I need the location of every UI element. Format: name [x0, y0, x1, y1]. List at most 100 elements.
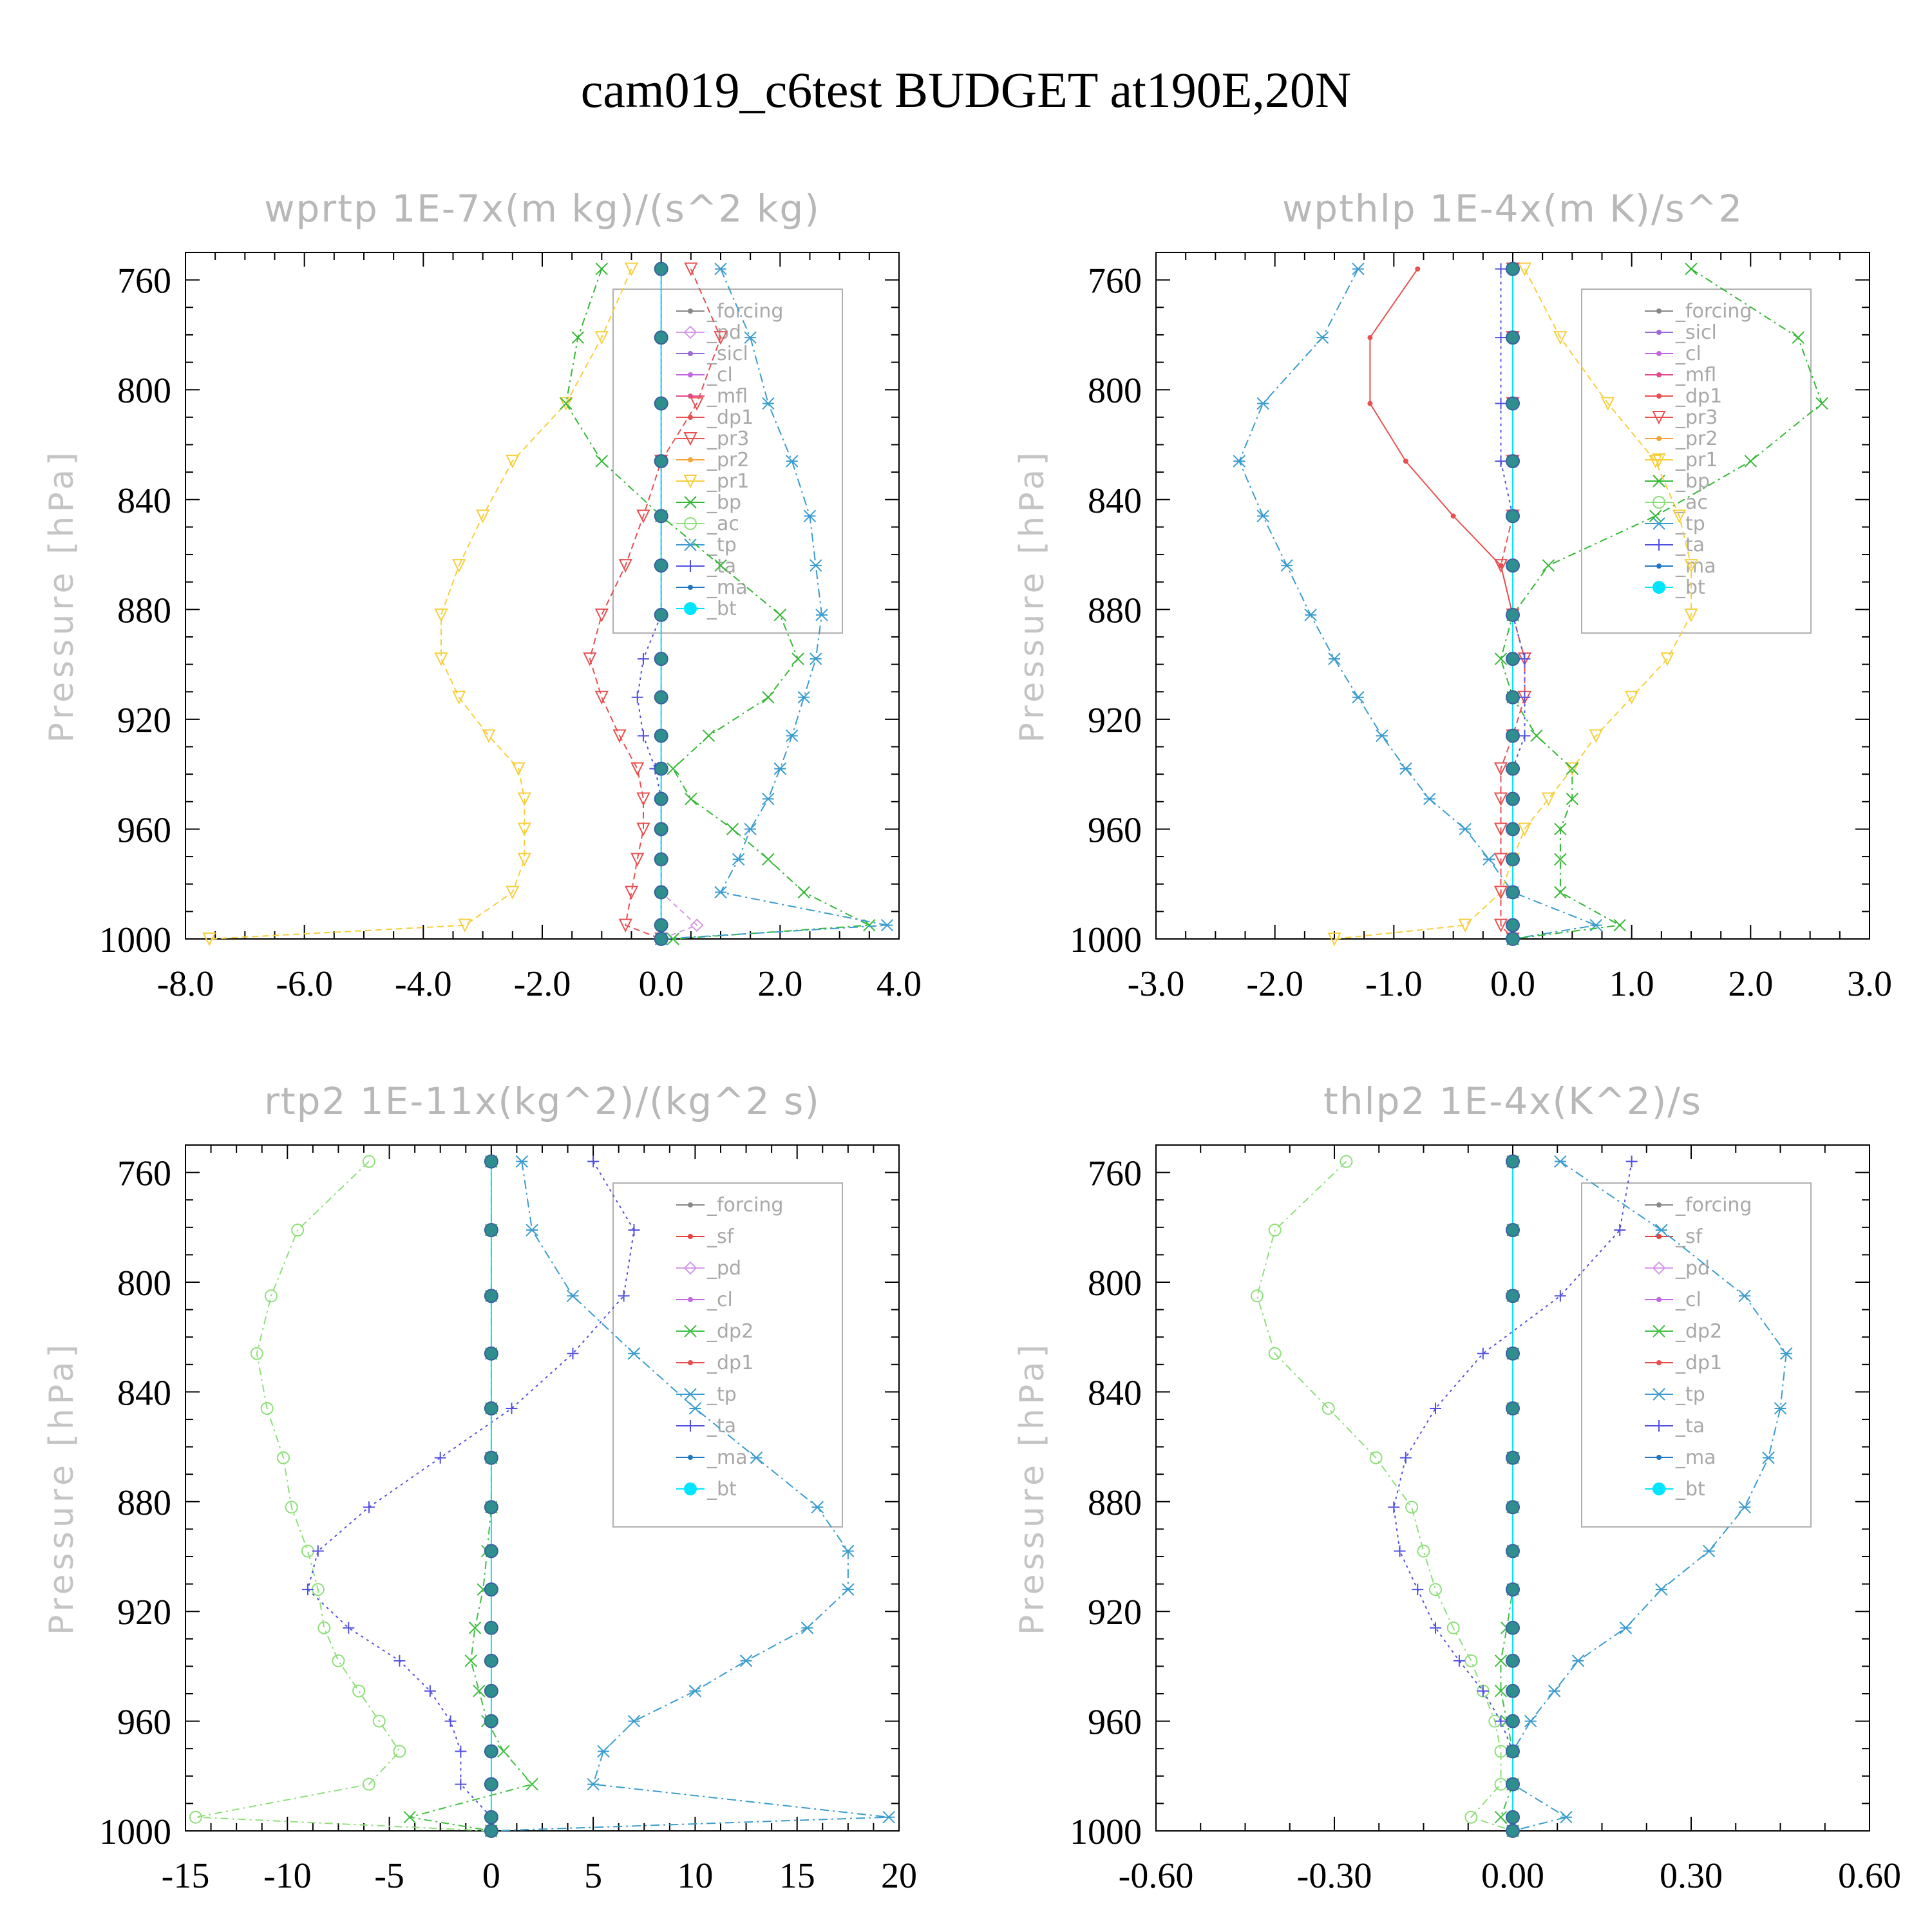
legend-marker [1656, 1360, 1662, 1365]
data-point-pr3 [636, 792, 650, 806]
data-point-bt [484, 1777, 498, 1792]
legend-marker [1653, 581, 1665, 594]
x-tick-label: 20 [881, 1856, 917, 1896]
x-tick-label: 1.0 [1609, 964, 1654, 1004]
page-title: cam019_c6test BUDGET at190E,20N [580, 62, 1352, 118]
data-point-tp [811, 1501, 824, 1514]
y-tick-label: 840 [117, 1373, 171, 1413]
data-point-dp2 [403, 1810, 416, 1824]
data-point-ta [1399, 1452, 1412, 1464]
x-tick-label: -0.60 [1119, 1856, 1194, 1896]
y-axis-label: Pressure [hPa] [43, 449, 81, 743]
data-point-ta [1412, 1584, 1424, 1596]
data-point-bt [654, 918, 668, 933]
legend-entry: _tp [1675, 513, 1705, 535]
data-point-ac [1417, 1544, 1430, 1558]
legend-entry: _cl [1675, 1289, 1701, 1311]
x-tick-label: -8.0 [157, 964, 214, 1004]
data-point-bp [1554, 853, 1567, 866]
data-point-bt [484, 1154, 498, 1169]
legend-entry: _pd [706, 1257, 741, 1280]
legend-entry: _ma [706, 576, 748, 599]
data-point-bt [654, 791, 668, 806]
data-point-bp [1566, 762, 1579, 775]
y-tick-label: 800 [1088, 371, 1142, 411]
data-point-bp [773, 609, 787, 621]
data-point-tp [815, 609, 828, 621]
legend-marker [684, 517, 697, 530]
x-tick-label: 0.0 [639, 964, 684, 1004]
data-point-ac [301, 1544, 314, 1558]
data-point-tp [1762, 1451, 1775, 1464]
data-point-pr1 [1565, 762, 1579, 776]
data-point-ta [1519, 653, 1531, 665]
data-point-pr1 [202, 933, 216, 947]
legend-marker [688, 415, 693, 420]
data-point-bt [1506, 822, 1520, 837]
panel-title: wprtp 1E-7x(m kg)/(s^2 kg) [264, 187, 820, 231]
data-point-pr3 [1493, 822, 1508, 837]
data-point-bt [484, 1810, 498, 1824]
data-point-bp [762, 691, 775, 704]
data-point-tp [515, 1155, 529, 1168]
data-point-ac [1464, 1654, 1478, 1667]
legend-entry: _mfl [706, 385, 748, 408]
legend-entry: _ta [706, 1415, 736, 1437]
data-point-bt [1506, 918, 1520, 933]
plot-frame [185, 1144, 900, 1832]
legend-marker [685, 560, 696, 572]
data-point-tp [1738, 1501, 1751, 1514]
legend-entry: _sicl [1675, 321, 1717, 344]
x-tick-label: 0.00 [1481, 1856, 1544, 1896]
data-point-ta [506, 1402, 518, 1414]
data-point-tp [1376, 729, 1388, 743]
data-point-dp1 [1367, 335, 1373, 341]
series-line-ac [195, 1160, 491, 1832]
data-point-pr1 [517, 792, 531, 806]
data-point-bt [654, 396, 668, 411]
y-tick-label: 1000 [1070, 920, 1142, 960]
data-point-bt [1506, 1223, 1520, 1238]
y-tick-label: 880 [1088, 591, 1142, 630]
legend-marker [1653, 496, 1665, 509]
legend-entry: _forcing [1675, 300, 1752, 323]
data-point-bt [484, 1500, 498, 1515]
series-line-dp2 [1500, 1161, 1513, 1832]
data-point-pr1 [1648, 455, 1663, 469]
data-point-tp [1233, 455, 1245, 468]
data-point-bt [1506, 396, 1520, 411]
data-point-bt [1506, 1777, 1520, 1792]
legend-marker [684, 1388, 697, 1401]
data-point-pr3 [630, 762, 645, 776]
data-point-bt [654, 822, 668, 837]
data-point-bt [1506, 1544, 1520, 1558]
y-axis-label: Pressure [hPa] [43, 1341, 81, 1635]
series-line-tp [1238, 269, 1599, 940]
data-point-bp [726, 822, 739, 836]
data-point-ta [1429, 1402, 1441, 1414]
series-line-tp [1512, 1160, 1787, 1832]
data-point-pr1 [511, 762, 526, 776]
x-tick-label: 15 [779, 1856, 815, 1896]
legend-marker [683, 325, 697, 339]
data-point-ac [393, 1745, 406, 1758]
data-point-tp [739, 1654, 753, 1667]
data-point-pd [690, 918, 704, 933]
data-point-tp [1304, 609, 1317, 621]
data-point-ac [1446, 1621, 1460, 1634]
data-point-bp [1744, 455, 1757, 468]
legend-entry: _pd [1675, 1257, 1710, 1280]
data-point-bt [484, 1653, 498, 1668]
legend-marker [688, 585, 693, 590]
data-point-tp [786, 729, 799, 743]
series-line-ta [307, 1161, 635, 1831]
data-point-dp2 [497, 1745, 510, 1758]
data-point-bt [1506, 1824, 1520, 1838]
y-tick-label: 1000 [99, 920, 171, 960]
data-point-tp [797, 691, 810, 704]
data-point-ta [312, 1545, 324, 1557]
legend-marker [688, 1234, 693, 1239]
legend-marker [1653, 1325, 1665, 1338]
data-point-pr1 [506, 886, 520, 900]
x-tick-label: 0.30 [1660, 1856, 1723, 1896]
